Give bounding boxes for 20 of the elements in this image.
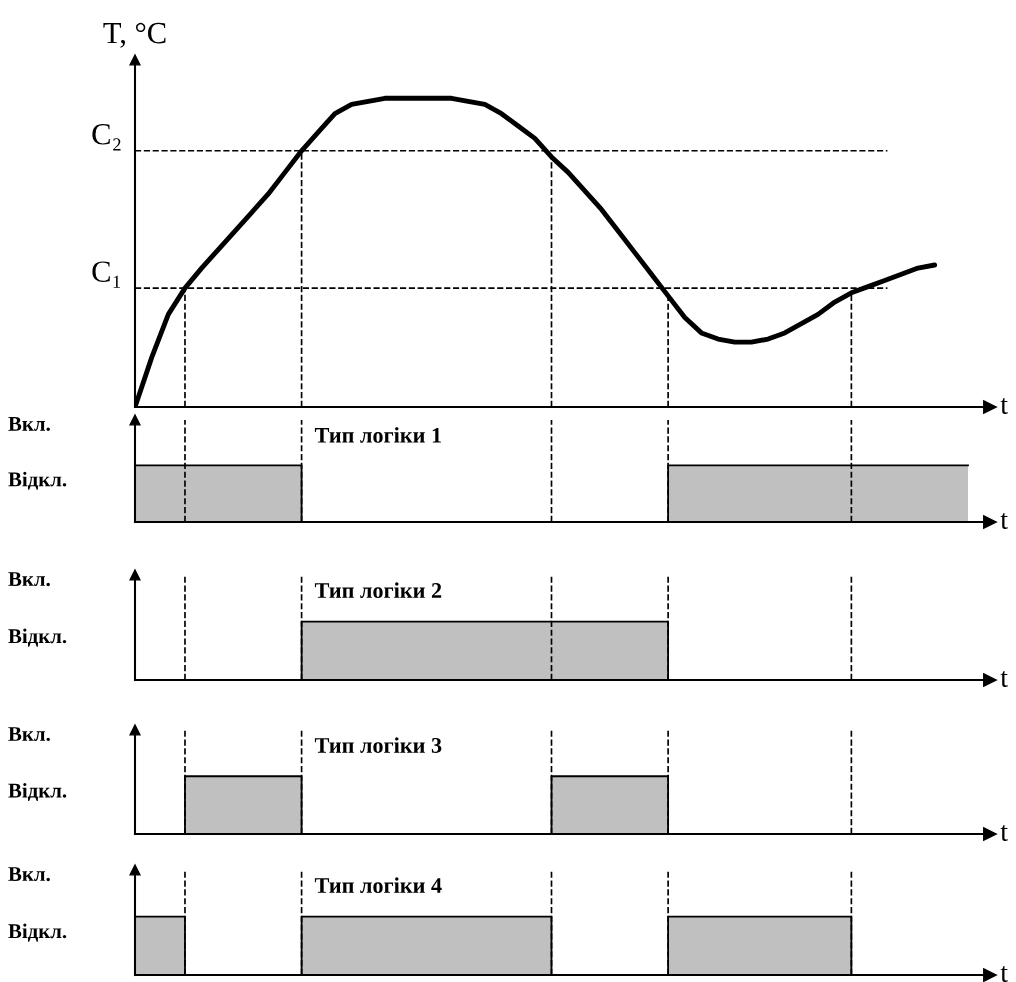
ref-line-label: C₁ (92, 261, 121, 288)
chart-title: Тип логіки 2 (314, 582, 442, 598)
x-axis-title: t (1000, 513, 1008, 529)
x-axis-title: t (1000, 398, 1008, 414)
text: Вкл. (8, 572, 50, 587)
x-axis-title: t (1000, 966, 1008, 982)
chart-title: Тип логіки 1 (314, 427, 441, 443)
ref-line-label: C₂ (92, 124, 121, 151)
text: Відкл. (8, 628, 67, 647)
text: Вкл. (8, 867, 50, 882)
x-axis-title: t (1000, 671, 1008, 687)
text: Відкл. (8, 923, 67, 942)
y-axis-title: T, °C (103, 22, 166, 48)
chart-title: Тип логіки 3 (314, 737, 442, 753)
text: Відкл. (8, 471, 67, 490)
text: Відкл. (8, 782, 67, 802)
chart-title: Тип логіки 4 (314, 877, 442, 893)
x-axis-title: t (1000, 825, 1008, 841)
text: Вкл. (8, 417, 50, 431)
text: Вкл. (8, 727, 50, 742)
